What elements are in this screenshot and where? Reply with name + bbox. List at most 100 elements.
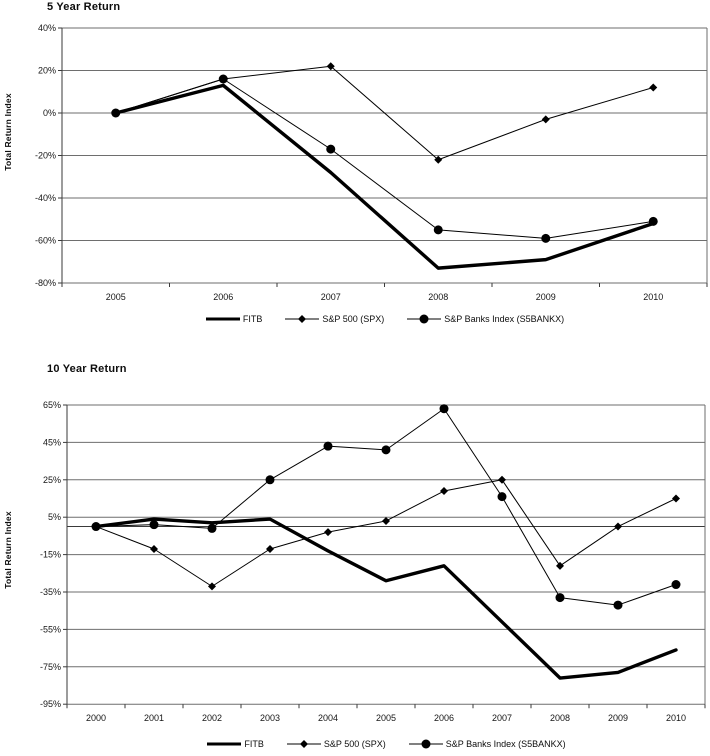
circle-marker [381,445,391,455]
series-line-fitb [114,83,655,270]
legend-line-sample [286,740,321,748]
diamond-marker [208,582,216,591]
legend-sample-marker [419,314,429,324]
legend-label: FITB [242,314,263,324]
circle-marker [497,492,507,502]
y-tick-label: 0% [43,108,56,118]
y-tick-label: 65% [43,400,61,410]
x-tick-label: 2004 [318,713,338,723]
x-tick-label: 2008 [550,713,570,723]
diamond-marker [498,475,506,484]
circle-marker [541,233,551,243]
diamond-marker [614,522,622,531]
x-tick-label: 2009 [536,292,556,302]
legend-item: S&P 500 (SPX) [286,739,386,749]
legend-sample-marker [299,740,308,748]
x-tick-label: 2007 [321,292,341,302]
ten-year-return-plot: 65% 45% 25% 5% -15% -35% -55% -75% -95% 2000 2001 2… [40,400,706,723]
five-year-return-chart: 5 Year Return Total Return Index 40% 20% 0… [0,0,710,350]
circle-marker [111,108,121,118]
y-tick-label: 45% [43,437,61,447]
legend-item: S&P Banks Index (S5BANKX) [406,314,564,324]
y-tick-label: 40% [38,23,56,33]
five-year-return-plot: 40% 20% 0% -20% -40% -60% -80% 2005 2006 2007 2008… [35,23,708,302]
x-tick-label: 2005 [106,292,126,302]
x-tick-label: 2010 [643,292,663,302]
chart-title-10-year: 10 Year Return [47,363,127,375]
diamond-marker [672,494,680,503]
x-tick-label: 2002 [202,713,222,723]
ten-year-return-chart: 10 Year Return Total Return Index 65% 45%… [0,350,710,756]
diamond-marker [324,528,332,537]
diamond-marker [326,62,335,71]
legend-line-sample [408,739,443,749]
diamond-marker [266,544,274,553]
circle-marker [439,404,449,414]
legend-5-year: FITB S&P 500 (SPX) S&P Banks Index (S5BANK… [62,312,707,326]
y-tick-label: 25% [43,475,61,485]
legend-line-sample [285,315,320,323]
y-tick-label: -20% [35,151,56,161]
x-tick-label: 2009 [608,713,628,723]
x-tick-label: 2010 [666,713,686,723]
legend-10-year: FITB S&P 500 (SPX) S&P Banks Index (S5BANK… [67,737,705,751]
y-tick-label: -15% [40,550,61,560]
circle-marker [207,523,217,533]
diamond-marker [541,115,550,124]
legend-line-sample [205,317,240,321]
x-tick-label: 2003 [260,713,280,723]
legend-label: S&P Banks Index (S5BANKX) [445,739,566,749]
legend-item: FITB [206,739,264,749]
circle-marker [265,475,275,485]
circle-marker [323,441,333,451]
legend-line-sample [207,742,242,746]
x-tick-label: 2006 [213,292,233,302]
circle-marker [91,522,101,532]
y-tick-label: -95% [40,699,61,709]
diamond-marker [556,561,564,570]
circle-marker [613,600,623,610]
legend-item: FITB [205,314,263,324]
legend-item: S&P Banks Index (S5BANKX) [408,739,566,749]
x-tick-label: 2007 [492,713,512,723]
diamond-marker [150,544,158,553]
legend-line-sample [407,314,442,324]
legend-sample-marker [298,315,307,323]
y-tick-label: -55% [40,624,61,634]
y-tick-label: 5% [48,512,61,522]
series-line-s-p-banks-index-s5bankx- [115,78,654,239]
chart-title-5-year: 5 Year Return [47,1,121,13]
circle-marker [671,580,681,590]
y-tick-label: -35% [40,587,61,597]
y-tick-label: -80% [35,278,56,288]
series-line-s-p-banks-index-s5bankx- [95,408,677,606]
legend-label: S&P 500 (SPX) [323,739,386,749]
diamond-marker [649,83,658,92]
x-tick-label: 2006 [434,713,454,723]
diamond-marker [382,516,390,525]
legend-label: S&P Banks Index (S5BANKX) [444,314,565,324]
circle-marker [433,225,443,235]
circle-marker [218,74,228,84]
diamond-marker [434,155,443,164]
circle-marker [149,520,159,530]
circle-marker [648,216,658,226]
legend-label: S&P 500 (SPX) [322,314,385,324]
x-tick-label: 2000 [86,713,106,723]
y-tick-label: 20% [38,66,56,76]
x-tick-label: 2005 [376,713,396,723]
legend-item: S&P 500 (SPX) [284,314,384,324]
legend-sample-marker [421,739,431,749]
x-tick-label: 2008 [428,292,448,302]
y-tick-label: -60% [35,236,56,246]
series-line-s-p-500-spx- [95,479,677,587]
circle-marker [555,593,565,603]
x-tick-label: 2001 [144,713,164,723]
diamond-marker [440,487,448,496]
y-tick-label: -40% [35,193,56,203]
series-line-fitb [94,517,678,680]
circle-marker [326,144,336,154]
y-tick-label: -75% [40,662,61,672]
legend-label: FITB [244,739,264,749]
